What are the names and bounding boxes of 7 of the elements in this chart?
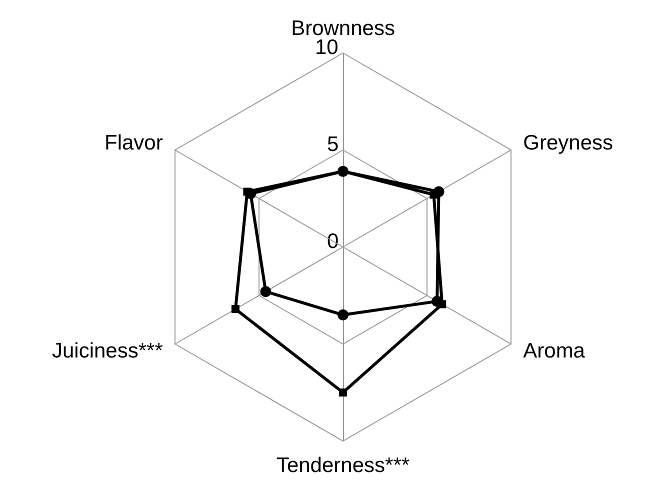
spoke-label: Aroma — [523, 340, 586, 362]
spoke-label: Greyness — [523, 132, 614, 154]
y-tick-label: 0 — [327, 230, 339, 253]
spoke-label: Flavor — [104, 132, 163, 154]
y-tick-label: 5 — [327, 133, 339, 156]
spoke-label: Tenderness*** — [276, 454, 410, 477]
spoke-label: Juiciness*** — [52, 340, 163, 362]
